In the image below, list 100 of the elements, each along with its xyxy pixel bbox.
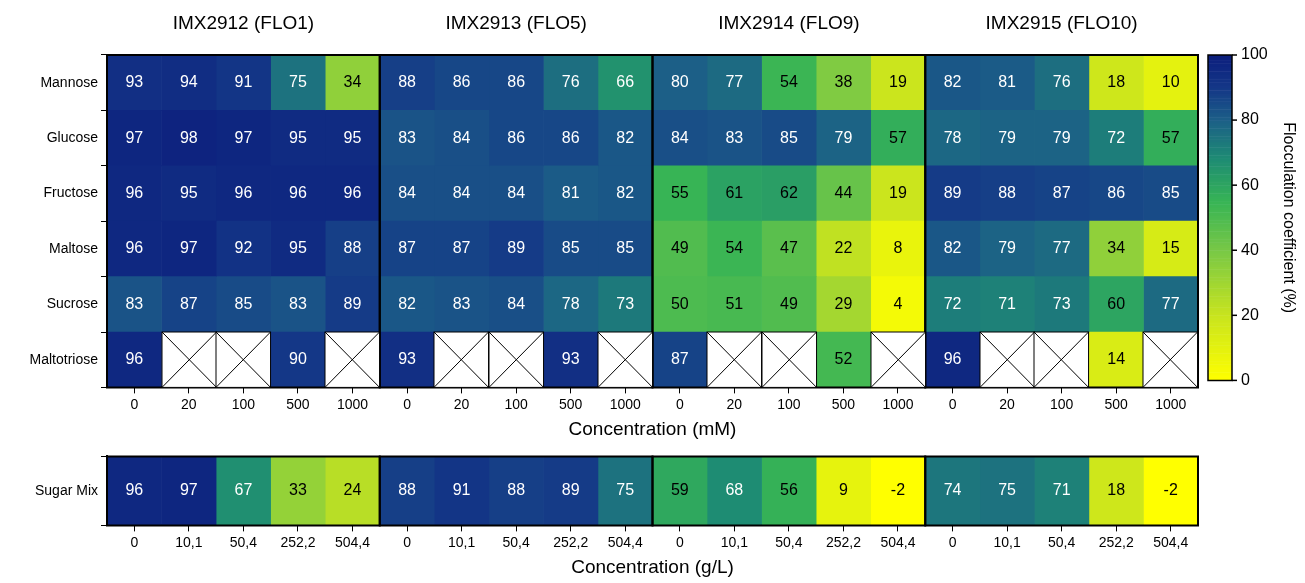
data-label: 91 bbox=[234, 73, 253, 91]
x-tick-label: 0 bbox=[403, 533, 412, 550]
data-label: 93 bbox=[561, 350, 580, 368]
data-label: 83 bbox=[725, 128, 744, 146]
data-label: 89 bbox=[943, 183, 962, 201]
data-label: 96 bbox=[125, 239, 144, 257]
color-bar-label: 80 bbox=[1241, 110, 1259, 128]
data-label: 80 bbox=[670, 73, 689, 91]
data-label: 86 bbox=[1107, 183, 1126, 201]
data-label: 83 bbox=[289, 294, 307, 312]
data-label: 62 bbox=[779, 183, 798, 201]
data-label: 94 bbox=[179, 73, 198, 91]
data-label: 95 bbox=[343, 128, 362, 146]
x-tick-label: 0 bbox=[130, 395, 139, 412]
x-tick-label: 100 bbox=[777, 395, 801, 412]
data-label: 83 bbox=[398, 128, 417, 146]
x-tick-label: 500 bbox=[1104, 395, 1129, 412]
data-label: 87 bbox=[1052, 183, 1071, 201]
x-axis-title: Concentration (mM) bbox=[568, 417, 737, 439]
data-label: 76 bbox=[561, 73, 580, 91]
data-label: 84 bbox=[670, 128, 689, 146]
y-tick-label: Maltose bbox=[48, 239, 99, 256]
text: IMX2915 (FLO10) bbox=[985, 12, 1138, 34]
data-label: 51 bbox=[725, 294, 744, 312]
x-tick-label: 1000 bbox=[609, 395, 642, 412]
data-label: 19 bbox=[889, 73, 907, 91]
x-tick-label: 252,2 bbox=[553, 533, 589, 550]
x-tick-label: 1000 bbox=[882, 395, 914, 412]
data-label: 97 bbox=[179, 239, 198, 257]
data-label: 84 bbox=[452, 128, 471, 146]
data-label: 92 bbox=[234, 239, 253, 257]
data-label: 68 bbox=[725, 481, 744, 499]
data-label: 78 bbox=[561, 294, 580, 312]
x-tick-label: 252,2 bbox=[825, 533, 862, 550]
data-label: 91 bbox=[452, 481, 471, 499]
data-label: 75 bbox=[998, 481, 1017, 499]
data-label: 72 bbox=[1107, 128, 1126, 146]
data-label: 85 bbox=[1161, 183, 1180, 201]
data-label: 82 bbox=[616, 128, 635, 146]
data-label: 86 bbox=[507, 73, 526, 91]
color-bar-label: 20 bbox=[1241, 305, 1259, 323]
x-tick-label: 50,4 bbox=[502, 533, 530, 550]
color-bar-label: 100 bbox=[1241, 45, 1268, 63]
data-label: 84 bbox=[398, 183, 417, 201]
x-tick-label: 504,4 bbox=[1153, 533, 1189, 550]
data-label: 83 bbox=[125, 294, 144, 312]
data-label: 76 bbox=[1052, 73, 1071, 91]
data-label: 89 bbox=[507, 239, 526, 257]
data-label: 96 bbox=[289, 183, 307, 201]
x-tick-label: 10,1 bbox=[993, 533, 1021, 550]
x-tick-label: 100 bbox=[1049, 395, 1074, 412]
data-label: 49 bbox=[779, 294, 798, 312]
data-label: 8 bbox=[893, 239, 903, 257]
data-label: 96 bbox=[125, 183, 144, 201]
data-label: 75 bbox=[289, 73, 307, 91]
data-label: 85 bbox=[561, 239, 580, 257]
data-label: 52 bbox=[834, 350, 853, 368]
data-label: 84 bbox=[507, 183, 526, 201]
color-bar-label: 40 bbox=[1241, 240, 1259, 258]
data-label: 89 bbox=[343, 294, 362, 312]
x-tick-label: 500 bbox=[286, 395, 310, 412]
data-label: 96 bbox=[125, 350, 144, 368]
data-label: 84 bbox=[507, 294, 526, 312]
data-label: 86 bbox=[561, 128, 580, 146]
data-label: 81 bbox=[998, 73, 1017, 91]
data-label: 97 bbox=[179, 481, 198, 499]
data-label: 71 bbox=[998, 294, 1017, 312]
y-tick-label: Glucose bbox=[46, 128, 99, 145]
data-label: 87 bbox=[398, 239, 417, 257]
data-label: 95 bbox=[289, 128, 307, 146]
color-bar-label: 0 bbox=[1241, 370, 1250, 388]
x-tick-label: 504,4 bbox=[607, 533, 643, 550]
y-tick-label: Mannose bbox=[40, 73, 99, 90]
text: IMX2912 (FLO1) bbox=[172, 12, 315, 34]
data-label: 87 bbox=[179, 294, 198, 312]
data-label: 82 bbox=[616, 183, 635, 201]
x-tick-label: 0 bbox=[948, 395, 957, 412]
data-label: 87 bbox=[452, 239, 471, 257]
x-tick-label: 100 bbox=[231, 395, 256, 412]
y-tick-label: Maltotriose bbox=[29, 350, 99, 367]
data-label: 84 bbox=[452, 183, 471, 201]
data-label: 88 bbox=[507, 481, 526, 499]
x-axis-title: Concentration (g/L) bbox=[571, 555, 734, 577]
data-label: 9 bbox=[838, 481, 848, 499]
data-label: 79 bbox=[1052, 128, 1071, 146]
data-label: 29 bbox=[834, 294, 853, 312]
x-tick-label: 0 bbox=[403, 395, 412, 412]
x-tick-label: 20 bbox=[181, 395, 197, 412]
data-label: 79 bbox=[834, 128, 853, 146]
y-tick-label: Sugar Mix bbox=[34, 481, 98, 498]
data-label: 82 bbox=[943, 73, 962, 91]
data-label: 77 bbox=[725, 73, 744, 91]
data-label: 85 bbox=[616, 239, 635, 257]
data-label: 97 bbox=[234, 128, 253, 146]
data-label: 83 bbox=[452, 294, 471, 312]
x-tick-label: 0 bbox=[948, 533, 957, 550]
data-label: -2 bbox=[1163, 481, 1178, 499]
data-label: 95 bbox=[289, 239, 307, 257]
data-label: 47 bbox=[779, 239, 798, 257]
data-label: 54 bbox=[725, 239, 744, 257]
